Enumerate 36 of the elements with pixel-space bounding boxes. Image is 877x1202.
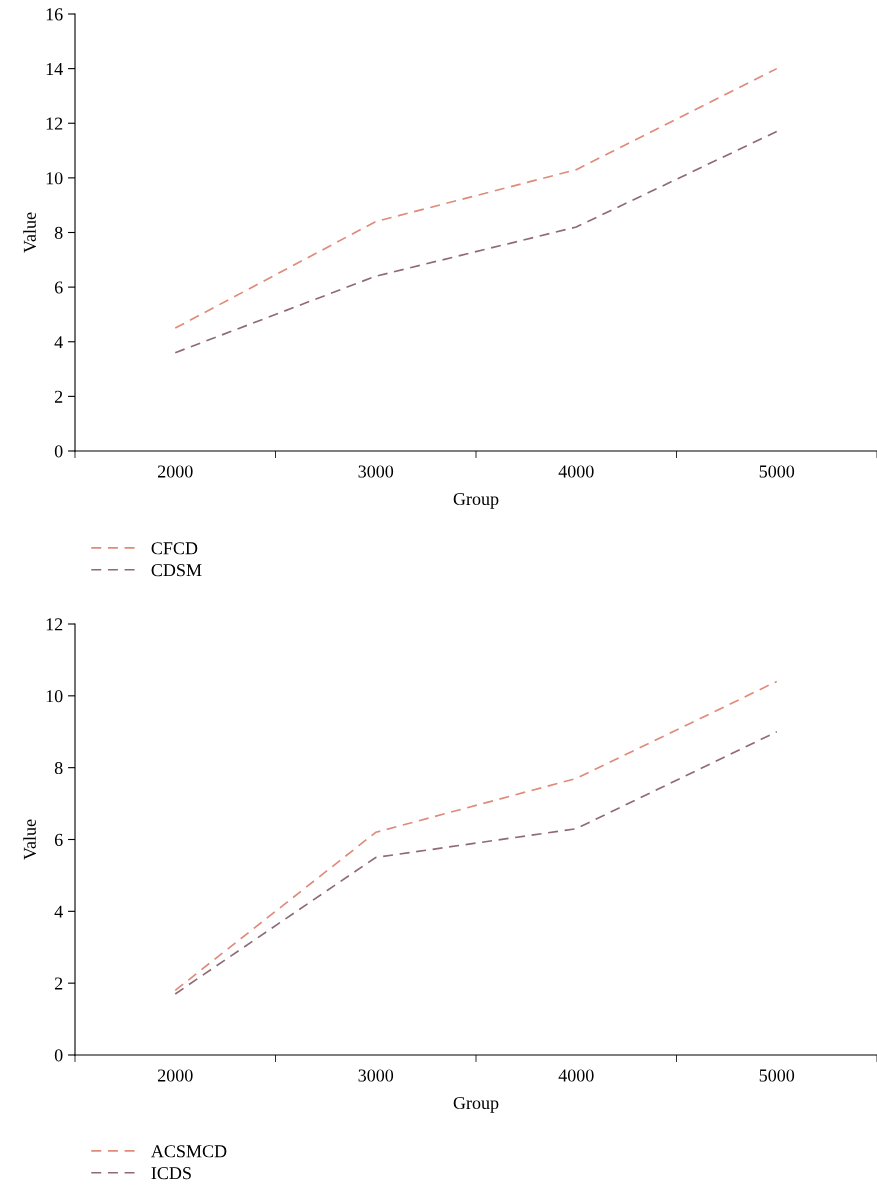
y-tick-label: 12 — [46, 618, 63, 631]
x-tick-label: 3000 — [358, 1069, 394, 1082]
y-tick-label: 8 — [54, 761, 63, 775]
y-tick-label: 4 — [54, 905, 63, 918]
y-tick-label: 12 — [46, 117, 63, 130]
y-tick-label: 6 — [54, 833, 63, 846]
x-tick-label: 3000 — [358, 465, 394, 478]
x-tick-label: 2000 — [157, 465, 193, 478]
x-tick-label: 4000 — [558, 1069, 594, 1082]
line-series — [174, 130, 778, 354]
y-tick-label: 2 — [54, 390, 63, 403]
y-tick-label: 16 — [46, 8, 63, 21]
x-tick-label: 5000 — [759, 465, 795, 478]
x-axis-title: Group — [453, 1096, 499, 1113]
y-tick-label: 10 — [46, 690, 63, 703]
line-series — [174, 680, 778, 992]
x-tick-label: 4000 — [558, 465, 594, 478]
y-tick-label: 6 — [54, 281, 63, 294]
y-axis-title: Value — [23, 212, 37, 253]
x-tick-label: 5000 — [759, 1069, 795, 1082]
line-series — [174, 730, 778, 995]
legend-label: CDSM — [151, 564, 202, 577]
line-series — [174, 67, 778, 329]
y-tick-label: 14 — [46, 62, 63, 75]
y-axis-title: Value — [23, 819, 37, 860]
y-tick-label: 0 — [54, 445, 63, 458]
x-tick-label: 2000 — [157, 1069, 193, 1082]
legend-label: ICDS — [151, 1167, 191, 1180]
y-tick-label: 8 — [54, 226, 63, 239]
y-tick-label: 4 — [54, 336, 63, 349]
legend-label: CFCD — [151, 542, 198, 555]
y-tick-label: 2 — [54, 977, 63, 990]
x-axis-title: Group — [453, 492, 499, 509]
legend-label: ACSMCD — [151, 1145, 227, 1158]
y-tick-label: 10 — [46, 172, 63, 185]
y-tick-label: 0 — [54, 1049, 63, 1062]
